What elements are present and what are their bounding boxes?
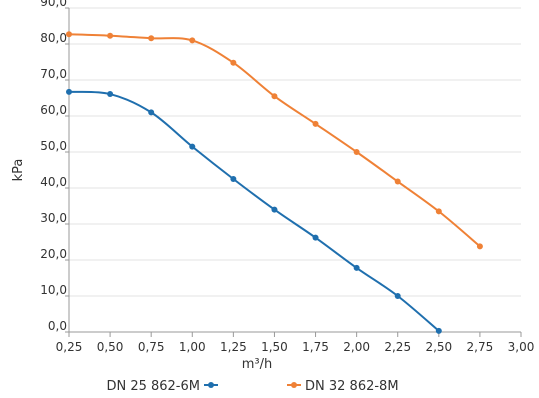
series-1 (66, 88, 442, 334)
data-point (148, 35, 155, 42)
legend-label: DN 25 862-6M (106, 379, 200, 394)
y-tick-label: 30,0 (40, 211, 67, 225)
x-tick-label: 1,50 (261, 340, 288, 354)
x-tick-label: 2,25 (384, 340, 411, 354)
data-point (353, 149, 360, 155)
x-axis-ticks: 0,25 0,50 0,75 1,00 1,25 1,50 1,75 2,00 2,25 2,50… (56, 340, 535, 354)
y-axis-label: kPa (11, 159, 26, 182)
axes (65, 7, 522, 337)
legend-symbol-marker (208, 382, 214, 388)
data-point (353, 264, 360, 271)
data-point (271, 206, 278, 213)
data-point (189, 143, 196, 150)
data-point (312, 234, 319, 241)
data-point (148, 109, 155, 116)
data-point (394, 178, 401, 185)
series-line (68, 90, 440, 332)
y-tick-label: 90,0 (40, 0, 67, 9)
legend-label: DN 32 862-8M (305, 379, 399, 394)
data-point (107, 91, 114, 98)
y-tick-label: 0,0 (48, 319, 67, 333)
y-tick-label: 60,0 (40, 103, 67, 117)
y-tick-label: 50,0 (40, 139, 67, 153)
data-point (66, 31, 72, 38)
legend-symbol-marker (291, 382, 297, 388)
y-tick-label: 10,0 (40, 283, 67, 297)
y-tick-label: 40,0 (40, 175, 67, 189)
data-point (476, 243, 483, 250)
data-point (189, 37, 196, 44)
data-point (312, 120, 319, 127)
x-tick-label: 0,50 (97, 340, 124, 354)
x-tick-label: 2,75 (467, 340, 494, 354)
legend: DN 25 862-6M DN 32 862-8M (106, 379, 398, 394)
y-tick-label: 70,0 (40, 67, 67, 81)
data-point (230, 59, 237, 66)
y-tick-label: 80,0 (40, 31, 67, 45)
x-tick-label: 0,25 (56, 340, 83, 354)
x-tick-label: 0,75 (138, 340, 165, 354)
y-tick-label: 20,0 (40, 247, 67, 261)
x-axis-label: m³/h (242, 357, 273, 372)
data-point (435, 208, 442, 215)
grid-lines (69, 7, 521, 297)
series-group (66, 31, 483, 334)
x-tick-label: 1,25 (220, 340, 247, 354)
y-axis-ticks: 0,0 10,0 20,0 30,0 40,0 50,0 60,0 70,0 80,0 90,0 (40, 0, 67, 333)
x-tick-label: 1,00 (179, 340, 206, 354)
series-line (68, 33, 481, 248)
x-tick-label: 2,50 (425, 340, 452, 354)
data-point (394, 293, 401, 299)
data-point (435, 327, 442, 334)
x-tick-label: 3,00 (508, 340, 535, 354)
series-2 (66, 31, 483, 250)
data-point (271, 93, 278, 100)
x-tick-label: 2,00 (343, 340, 370, 354)
x-tick-label: 1,75 (302, 340, 329, 354)
data-point (107, 32, 114, 39)
data-point (66, 88, 72, 95)
data-point (230, 176, 237, 182)
